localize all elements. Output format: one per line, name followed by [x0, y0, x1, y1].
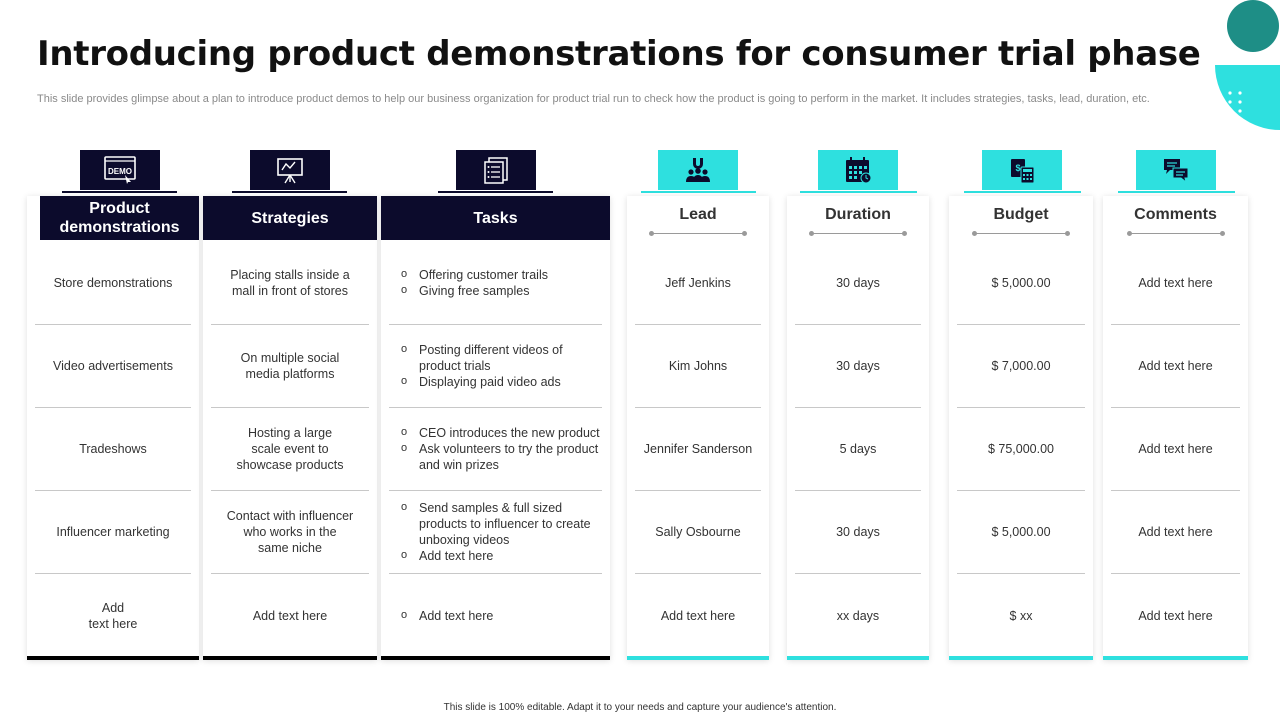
decorative-circle: [1227, 0, 1279, 52]
table-cell: $ xx: [1009, 608, 1033, 623]
column-card: Budget $ 5,000.00 $ 7,000.00 $ 75,000.00…: [949, 196, 1093, 660]
column-card: Comments Add text here Add text here Add…: [1103, 196, 1248, 660]
icon-underline: [438, 191, 553, 193]
column-product-demonstrations: DEMO Product demonstrations Store demons…: [27, 150, 199, 660]
table-cell: Store demonstrations: [35, 242, 191, 325]
table-cell: Jennifer Sanderson: [635, 408, 761, 491]
header-slider-line: [649, 231, 747, 236]
header-slider-line: [972, 231, 1070, 236]
demo-icon-text: DEMO: [108, 167, 132, 176]
icon-underline: [1118, 191, 1235, 193]
table-cell: Add text here: [389, 574, 602, 657]
column-header: Product demonstrations: [40, 196, 199, 240]
column-lead: Lead Jeff Jenkins Kim Johns Jennifer San…: [627, 150, 769, 660]
header-slider-line: [1126, 231, 1225, 236]
table-cell: Influencer marketing: [35, 491, 191, 574]
column-header: Lead: [627, 196, 769, 240]
table-cell: Offering customer trailsGiving free samp…: [389, 242, 602, 325]
column-card: Strategies Placing stalls inside a mall i…: [203, 196, 377, 660]
table-cell: 30 days: [795, 325, 921, 408]
icon-underline: [62, 191, 177, 193]
column-card: Lead Jeff Jenkins Kim Johns Jennifer San…: [627, 196, 769, 660]
table-cell: xx days: [836, 608, 880, 623]
column-duration: Duration 30 days 30 days 5 days 30 days …: [787, 150, 929, 660]
demo-screen-icon: DEMO: [80, 150, 160, 190]
column-strategies: Strategies Placing stalls inside a mall i…: [203, 150, 377, 660]
table-cell: $ 75,000.00: [957, 408, 1085, 491]
column-header: Budget: [949, 196, 1093, 240]
calendar-icon: [818, 150, 898, 190]
column-budget: $ Budget $ 5,000.00 $ 7,000.00 $ 75,000.…: [949, 150, 1093, 660]
footer-note: This slide is 100% editable. Adapt it to…: [443, 702, 837, 713]
icon-underline: [641, 191, 756, 193]
table-cell: Add text here: [660, 608, 736, 623]
table-cell: Add text here: [1111, 325, 1240, 408]
table-cell: Add text here: [1138, 608, 1213, 623]
header-slider-line: [809, 231, 907, 236]
table-cell: Add text here: [1111, 491, 1240, 574]
team-magnet-icon: [658, 150, 738, 190]
table-cell: Send samples & full sized products to in…: [389, 491, 602, 574]
table-cell: Posting different videos of product tria…: [389, 325, 602, 408]
column-card: Duration 30 days 30 days 5 days 30 days …: [787, 196, 929, 660]
table-cell: Placing stalls inside a mall in front of …: [211, 242, 369, 325]
table-cell: CEO introduces the new productAsk volunt…: [389, 408, 602, 491]
table-cell: On multiple social media platforms: [211, 325, 369, 408]
table-cell: 30 days: [795, 242, 921, 325]
table-cell: Hosting a large scale event to showcase pr…: [211, 408, 369, 491]
table-cell: Add text here: [252, 608, 328, 623]
task-list-icon: [456, 150, 536, 190]
column-header: Tasks: [381, 196, 610, 240]
column-card: Tasks Offering customer trailsGiving fre…: [381, 196, 610, 660]
table-cell: Sally Osbourne: [635, 491, 761, 574]
page-title: Introducing product demonstrations for c…: [37, 34, 1201, 74]
table-cell: Add text here: [88, 600, 138, 631]
page-subtitle: This slide provides glimpse about a plan…: [37, 93, 1150, 105]
table-cell: $ 7,000.00: [957, 325, 1085, 408]
table-cell: Video advertisements: [35, 325, 191, 408]
column-header: Duration: [787, 196, 929, 240]
dots-grid-icon: [1228, 91, 1242, 113]
table-cell: Jeff Jenkins: [635, 242, 761, 325]
column-comments: Comments Add text here Add text here Add…: [1103, 150, 1248, 660]
column-card: Product demonstrations Store demonstrati…: [27, 196, 199, 660]
budget-calculator-icon: $: [982, 150, 1062, 190]
icon-underline: [232, 191, 347, 193]
column-header: Comments: [1103, 196, 1248, 240]
table-cell: $ 5,000.00: [957, 242, 1085, 325]
table-cell: 5 days: [795, 408, 921, 491]
table-cell: Kim Johns: [635, 325, 761, 408]
icon-underline: [964, 191, 1081, 193]
presentation-board-icon: [250, 150, 330, 190]
svg-text:$: $: [1015, 163, 1020, 173]
table-cell: Tradeshows: [35, 408, 191, 491]
table-cell: 30 days: [795, 491, 921, 574]
column-header: Strategies: [203, 196, 377, 240]
table-cell: Add text here: [1111, 408, 1240, 491]
chat-bubbles-icon: [1136, 150, 1216, 190]
column-tasks: Tasks Offering customer trailsGiving fre…: [381, 150, 610, 660]
table-cell: Contact with influencer who works in the s…: [211, 491, 369, 574]
table-cell: $ 5,000.00: [957, 491, 1085, 574]
icon-underline: [800, 191, 917, 193]
table-cell: Add text here: [1111, 242, 1240, 325]
